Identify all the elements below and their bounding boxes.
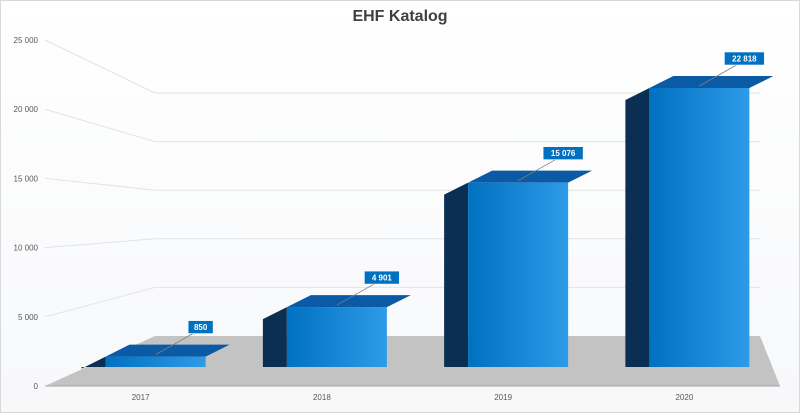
y-tick-label: 15 000 bbox=[14, 174, 39, 183]
bar bbox=[286, 307, 387, 367]
bar-side bbox=[81, 356, 106, 369]
bar-side bbox=[262, 307, 287, 367]
y-tick-label: 25 000 bbox=[14, 36, 39, 45]
bar-top bbox=[105, 344, 230, 357]
y-tick-label: 20 000 bbox=[14, 105, 39, 114]
bar-side bbox=[625, 88, 650, 367]
bar-top bbox=[286, 295, 411, 308]
bar-side bbox=[444, 182, 469, 367]
data-label-box bbox=[364, 270, 400, 285]
data-label: 4 901 bbox=[372, 274, 393, 283]
bar bbox=[468, 182, 569, 367]
x-tick-label: 2020 bbox=[675, 393, 693, 402]
gridline bbox=[44, 108, 760, 143]
data-label-leader bbox=[155, 332, 195, 355]
bar-top bbox=[468, 170, 593, 183]
bar-top bbox=[649, 76, 774, 88]
data-label: 15 076 bbox=[551, 149, 576, 158]
chart-floor bbox=[45, 336, 780, 386]
data-label-leader bbox=[336, 282, 377, 306]
data-label: 22 818 bbox=[732, 55, 757, 64]
data-label-leader bbox=[517, 158, 558, 182]
y-tick-label: 5 000 bbox=[18, 313, 39, 322]
data-label-box bbox=[542, 146, 584, 160]
data-label: 850 bbox=[194, 323, 208, 332]
chart-title: EHF Katalog bbox=[352, 8, 448, 25]
x-tick-label: 2017 bbox=[132, 393, 150, 402]
data-label-leader bbox=[699, 63, 739, 87]
y-tick-label: 10 000 bbox=[14, 244, 39, 253]
gridline bbox=[44, 39, 760, 94]
data-label-box bbox=[187, 320, 214, 334]
x-tick-label: 2019 bbox=[494, 393, 512, 402]
bar bbox=[649, 88, 750, 367]
data-label-box bbox=[724, 51, 765, 66]
bar bbox=[105, 356, 206, 367]
y-tick-label: 0 bbox=[34, 382, 39, 391]
x-tick-label: 2018 bbox=[313, 393, 331, 402]
